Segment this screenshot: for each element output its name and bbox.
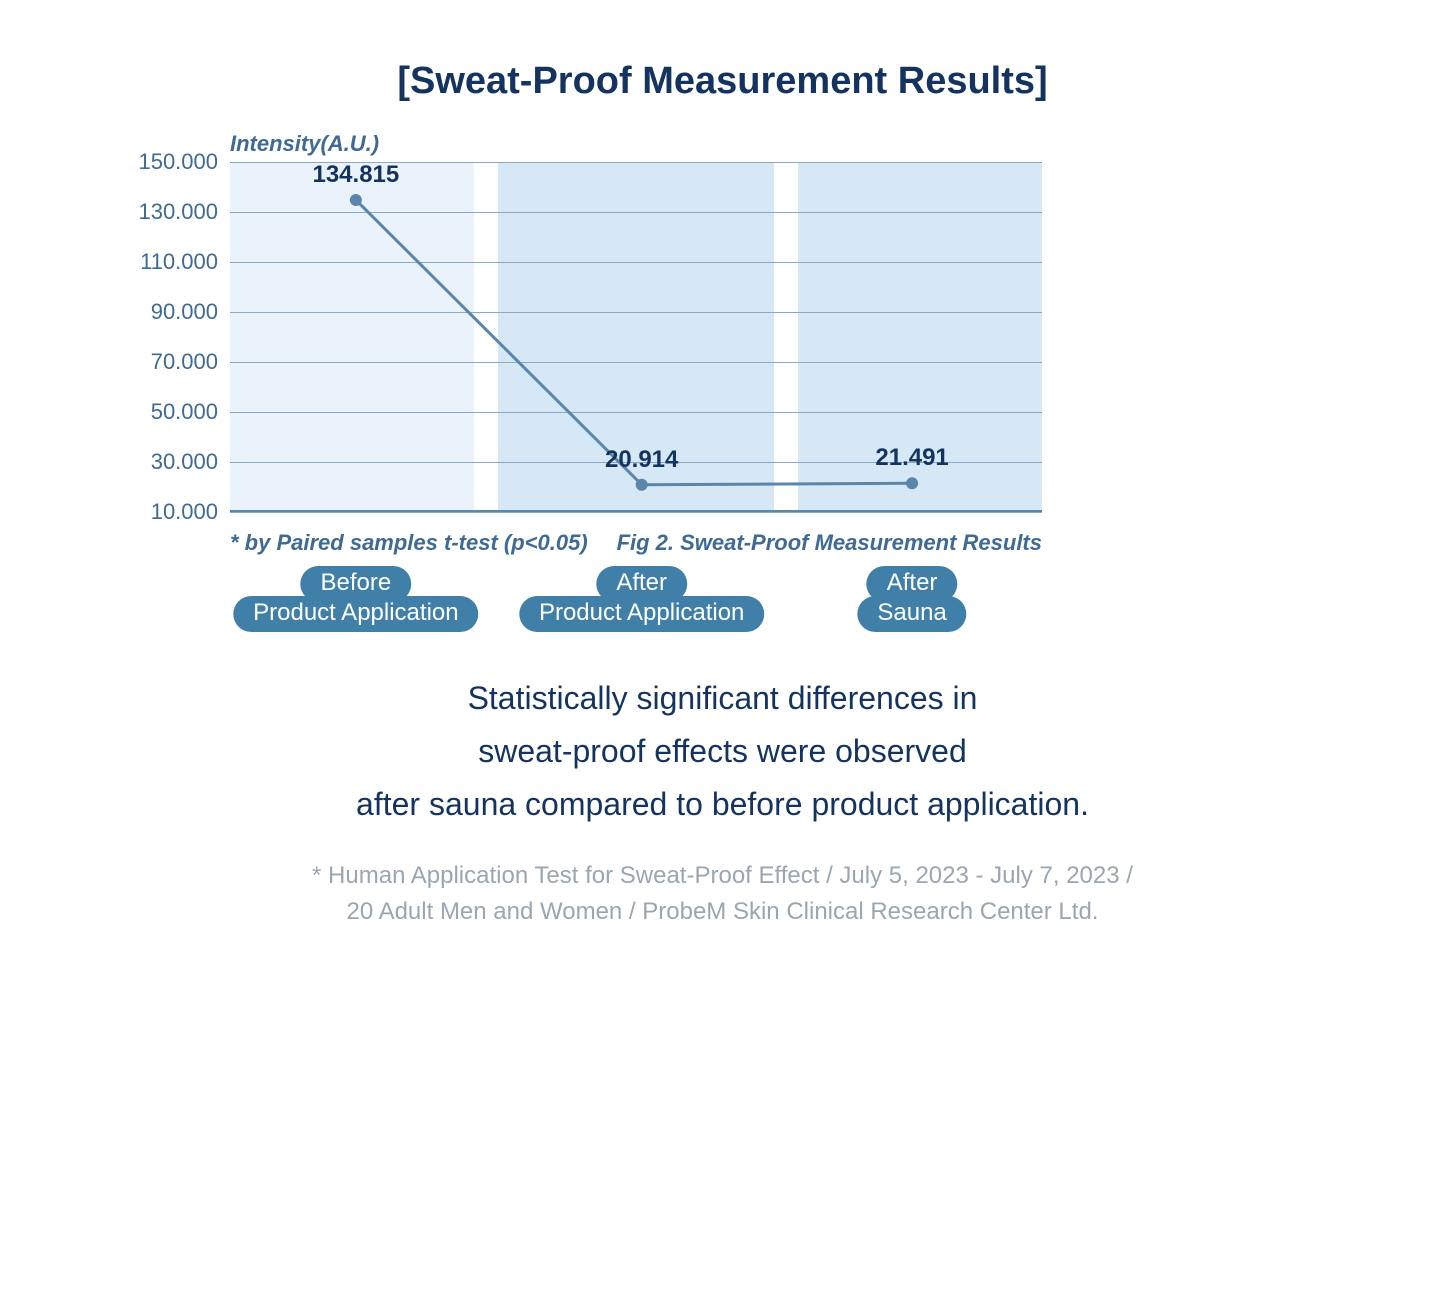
y-tick-label: 150.000 xyxy=(138,149,230,175)
disclaimer-text: * Human Application Test for Sweat-Proof… xyxy=(0,858,1445,930)
y-tick-label: 30.000 xyxy=(151,449,230,475)
category-pill-group: BeforeProduct Application xyxy=(233,566,478,632)
series-marker xyxy=(350,194,362,206)
y-tick-label: 110.000 xyxy=(140,249,230,275)
category-pill: Product Application xyxy=(519,596,764,632)
gridline xyxy=(230,512,1042,513)
category-pill-group: AfterProduct Application xyxy=(519,566,764,632)
series-marker xyxy=(636,479,648,491)
disclaimer-line: 20 Adult Men and Women / ProbeM Skin Cli… xyxy=(0,894,1445,930)
y-axis-title: Intensity(A.U.) xyxy=(230,131,379,157)
body-copy-line: after sauna compared to before product a… xyxy=(0,778,1445,831)
chart-title: [Sweat-Proof Measurement Results] xyxy=(0,60,1445,103)
y-tick-label: 10.000 xyxy=(151,499,230,525)
chart-container: Intensity(A.U.) 10.00030.00050.00070.000… xyxy=(230,162,1042,512)
y-tick-label: 130.000 xyxy=(138,199,230,225)
series-line xyxy=(356,200,912,485)
category-pill: Sauna xyxy=(857,596,966,632)
body-copy-line: Statistically significant differences in xyxy=(0,672,1445,725)
footnote-left: * by Paired samples t-test (p<0.05) xyxy=(230,530,588,556)
y-tick-label: 90.000 xyxy=(151,299,230,325)
category-pill: Product Application xyxy=(233,596,478,632)
data-point-label: 21.491 xyxy=(875,444,948,472)
body-copy: Statistically significant differences in… xyxy=(0,672,1445,830)
disclaimer-line: * Human Application Test for Sweat-Proof… xyxy=(0,858,1445,894)
page-root: [Sweat-Proof Measurement Results] Intens… xyxy=(0,0,1445,1308)
footnote-right: Fig 2. Sweat-Proof Measurement Results xyxy=(617,530,1042,556)
data-point-label: 134.815 xyxy=(312,161,399,189)
data-point-label: 20.914 xyxy=(605,446,678,474)
category-pill-group: AfterSauna xyxy=(857,566,966,632)
body-copy-line: sweat-proof effects were observed xyxy=(0,725,1445,778)
y-tick-label: 50.000 xyxy=(151,399,230,425)
y-tick-label: 70.000 xyxy=(151,349,230,375)
plot-area: 10.00030.00050.00070.00090.000110.000130… xyxy=(230,162,1042,512)
series-marker xyxy=(906,477,918,489)
